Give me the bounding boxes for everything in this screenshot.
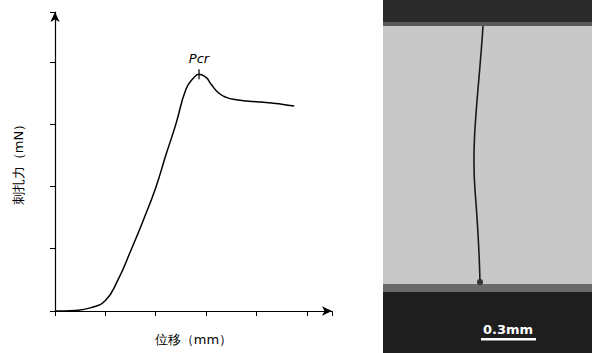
- svg-text:0.3mm: 0.3mm: [483, 322, 533, 337]
- svg-text:刺扎力（mN）: 刺扎力（mN）: [11, 118, 26, 205]
- svg-text:位移（mm）: 位移（mm）: [155, 332, 232, 347]
- svg-text:Pcr: Pcr: [189, 51, 211, 66]
